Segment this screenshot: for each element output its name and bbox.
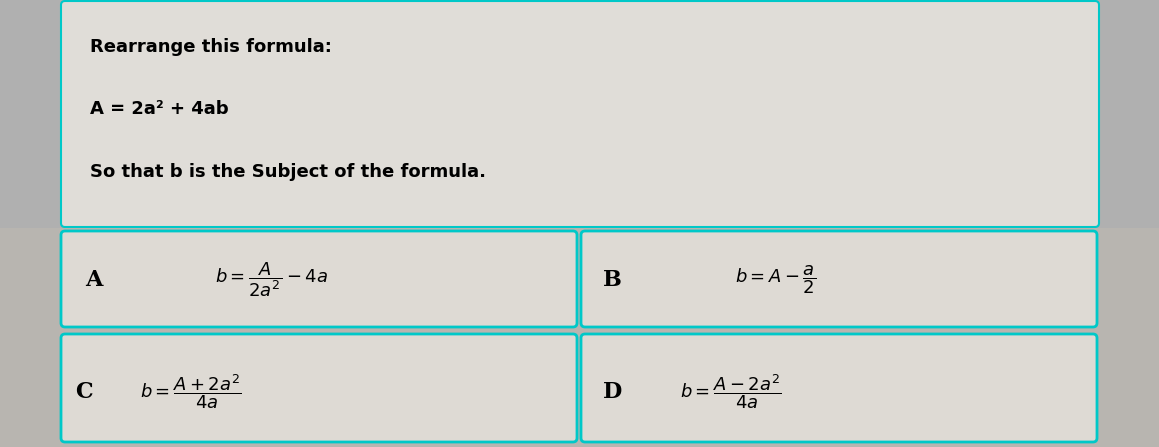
Text: C: C [75,381,93,403]
Text: $b = A - \dfrac{a}{2}$: $b = A - \dfrac{a}{2}$ [735,264,816,296]
Text: B: B [603,269,622,291]
Text: So that b is the Subject of the formula.: So that b is the Subject of the formula. [90,163,486,181]
FancyBboxPatch shape [61,1,1099,227]
FancyBboxPatch shape [61,231,577,327]
FancyBboxPatch shape [581,231,1098,327]
FancyBboxPatch shape [581,334,1098,442]
Text: Rearrange this formula:: Rearrange this formula: [90,38,331,56]
FancyBboxPatch shape [61,334,577,442]
Text: D: D [603,381,622,403]
Bar [0,228,1159,447]
Text: $b = \dfrac{A - 2a^2}{4a}$: $b = \dfrac{A - 2a^2}{4a}$ [680,373,782,411]
Text: $b = \dfrac{A}{2a^2} - 4a$: $b = \dfrac{A}{2a^2} - 4a$ [216,261,328,299]
Text: A = 2a² + 4ab: A = 2a² + 4ab [90,100,228,118]
Text: $b = \dfrac{A + 2a^2}{4a}$: $b = \dfrac{A + 2a^2}{4a}$ [140,373,242,411]
Text: A: A [85,269,102,291]
